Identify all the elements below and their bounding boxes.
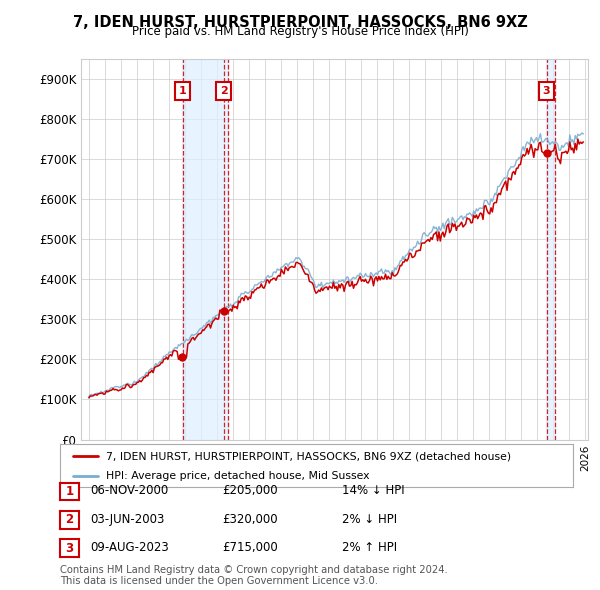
Text: 2% ↑ HPI: 2% ↑ HPI bbox=[342, 541, 397, 554]
Text: 2: 2 bbox=[220, 86, 227, 96]
Text: This data is licensed under the Open Government Licence v3.0.: This data is licensed under the Open Gov… bbox=[60, 576, 378, 586]
Text: Contains HM Land Registry data © Crown copyright and database right 2024.: Contains HM Land Registry data © Crown c… bbox=[60, 565, 448, 575]
Text: 2: 2 bbox=[65, 513, 74, 526]
Text: 7, IDEN HURST, HURSTPIERPOINT, HASSOCKS, BN6 9XZ: 7, IDEN HURST, HURSTPIERPOINT, HASSOCKS,… bbox=[73, 15, 527, 30]
Bar bbox=[182, 59, 229, 440]
Text: 3: 3 bbox=[65, 542, 74, 555]
Text: 06-NOV-2000: 06-NOV-2000 bbox=[90, 484, 168, 497]
Text: Price paid vs. HM Land Registry's House Price Index (HPI): Price paid vs. HM Land Registry's House … bbox=[131, 25, 469, 38]
Text: HPI: Average price, detached house, Mid Sussex: HPI: Average price, detached house, Mid … bbox=[106, 471, 370, 481]
Text: 7, IDEN HURST, HURSTPIERPOINT, HASSOCKS, BN6 9XZ (detached house): 7, IDEN HURST, HURSTPIERPOINT, HASSOCKS,… bbox=[106, 451, 511, 461]
Text: 3: 3 bbox=[543, 86, 550, 96]
Text: £715,000: £715,000 bbox=[222, 541, 278, 554]
Text: £205,000: £205,000 bbox=[222, 484, 278, 497]
Text: 1: 1 bbox=[65, 485, 74, 498]
Text: £320,000: £320,000 bbox=[222, 513, 278, 526]
Text: 09-AUG-2023: 09-AUG-2023 bbox=[90, 541, 169, 554]
Text: 1: 1 bbox=[179, 86, 187, 96]
Text: 2% ↓ HPI: 2% ↓ HPI bbox=[342, 513, 397, 526]
Bar bbox=[546, 59, 556, 440]
Text: 03-JUN-2003: 03-JUN-2003 bbox=[90, 513, 164, 526]
Text: 14% ↓ HPI: 14% ↓ HPI bbox=[342, 484, 404, 497]
